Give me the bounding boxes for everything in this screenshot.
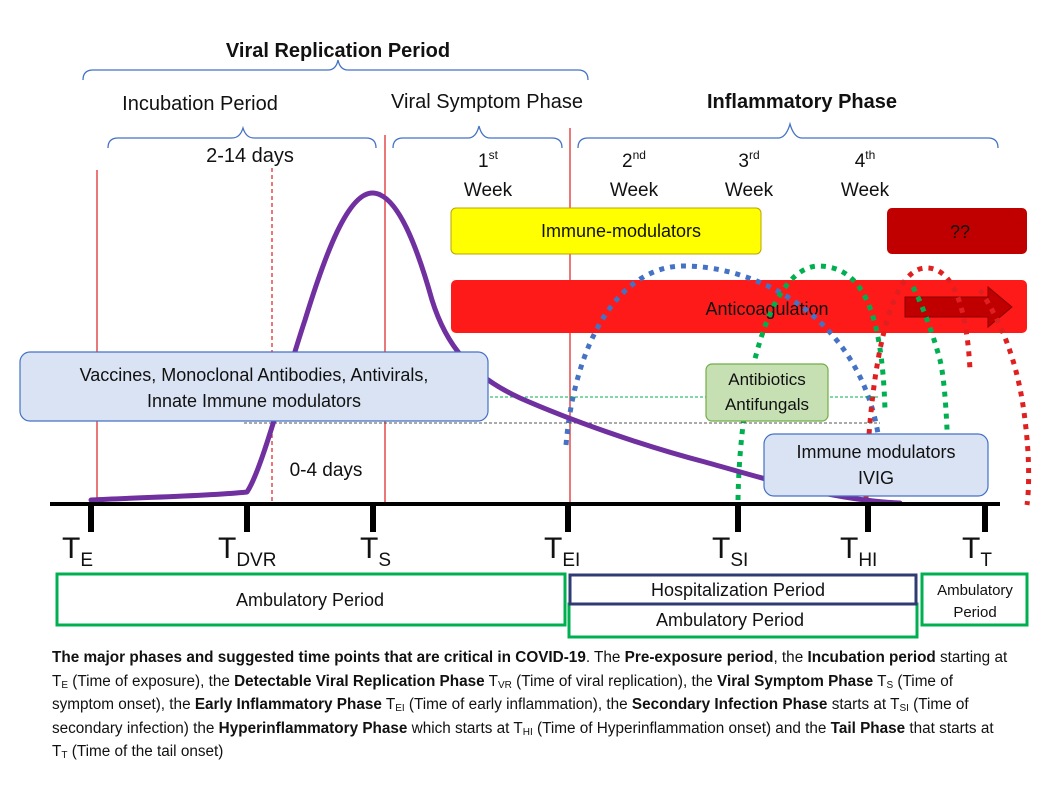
tp-tt-label: TT: [962, 532, 992, 571]
caption-s21-sub: HI: [522, 726, 533, 738]
caption-s17: Secondary Infection Phase: [631, 696, 828, 713]
caption-s20: Hyperinflammatory Phase: [218, 719, 408, 737]
caption-s14: Early Inflammatory Phase: [194, 696, 382, 713]
anticoagulation-bar: [451, 280, 1027, 333]
caption-s18: starts at T: [827, 696, 900, 713]
caption-s16: (Time of early inflammation), the: [404, 696, 632, 713]
caption-s9-sub: VR: [497, 679, 512, 691]
tp-tdvr-label: TDVR: [218, 532, 276, 571]
antifungals-label: Antifungals: [725, 395, 809, 414]
caption-s19: (Time of secondary infection) the: [52, 696, 969, 737]
vaccines-label-line1: Vaccines, Monoclonal Antibodies, Antivir…: [80, 365, 429, 385]
anticoagulation-label: Anticoagulation: [705, 299, 828, 319]
caption-s13: (Time of symptom onset), the: [52, 672, 953, 714]
caption-s24-sub: T: [61, 750, 68, 761]
caption-s11: Viral Symptom Phase: [717, 672, 874, 690]
immune-modulators-ivig-line2: IVIG: [858, 468, 894, 488]
tp-tsi-label: TSI: [712, 532, 748, 571]
week-3-number: 3rd: [738, 148, 759, 172]
vaccines-box: [19, 351, 489, 422]
immune-modulators-top-label: Immune-modulators: [541, 221, 701, 241]
caption-s15-sub: EI: [395, 703, 405, 714]
ambulatory-period-middle-label: Ambulatory Period: [656, 610, 804, 630]
ambulatory-period-left-label: Ambulatory Period: [236, 590, 384, 610]
unknown-treatment-label: ??: [950, 222, 970, 242]
tp-thi-label: THI: [840, 532, 877, 571]
red-dotted-arc: [863, 265, 973, 501]
tp-tei-label: TEI: [544, 532, 580, 571]
caption-s24: that starts at T: [52, 719, 994, 761]
week-4-label: Week: [841, 180, 890, 201]
immune-modulators-ivig-box: [763, 433, 989, 497]
vaccines-label-line2: Innate Immune modulators: [147, 391, 361, 411]
caption-s2: . The: [585, 649, 625, 666]
caption-s9: T: [484, 672, 498, 690]
ambulatory-period-right-label-1: Ambulatory: [937, 582, 1013, 599]
hospitalization-period-box: [568, 573, 918, 606]
week-4: 4th Week: [841, 148, 890, 201]
tp-te-label: TE: [62, 532, 93, 571]
zero-four-days-label: 0-4 days: [290, 460, 363, 481]
caption-s6: starting at T: [52, 649, 1008, 690]
caption-s25: (Time of the tail onset): [67, 743, 224, 760]
blue-dotted-arc: [563, 263, 882, 446]
viral-load-curve: [88, 190, 903, 506]
caption-s12: T: [873, 672, 887, 690]
immune-modulators-ivig-line1: Immune modulators: [796, 442, 955, 462]
inflammatory-phase-label: Inflammatory Phase: [707, 91, 897, 113]
green-dotted-arc-2: [910, 285, 952, 501]
immune-modulators-top-box: [450, 207, 762, 255]
week-4-number: 4th: [855, 148, 876, 172]
viral-symptom-phase-label: Viral Symptom Phase: [391, 91, 583, 113]
caption-s10: (Time of viral replication), the: [511, 672, 718, 690]
caption-s7: (Time of exposure), the: [68, 672, 235, 690]
figure-caption: The major phases and suggested time poin…: [52, 646, 1012, 764]
incubation-period-label: Incubation Period: [122, 93, 278, 115]
week-1-label: Week: [464, 180, 513, 201]
caption-s8: Detectable Viral Replication Phase: [234, 672, 485, 690]
ambulatory-period-left-box: [55, 572, 567, 627]
viral-symptom-brace: [392, 125, 563, 149]
hospitalization-period-label: Hospitalization Period: [651, 580, 825, 600]
viral-replication-brace: [82, 59, 589, 81]
caption-s15: T: [381, 696, 396, 713]
unknown-treatment-box: [887, 208, 1027, 254]
caption-s5: Incubation period: [807, 649, 936, 666]
caption-s4: , the: [773, 649, 808, 666]
week-1: 1st Week: [464, 148, 513, 201]
caption-s1: The major phases and suggested time poin…: [52, 649, 586, 666]
ambulatory-period-right-box: [920, 572, 1029, 627]
incubation-brace: [107, 125, 377, 149]
anticoagulation-arrow: [904, 285, 1013, 329]
week-3-label: Week: [725, 180, 774, 201]
week-2-number: 2nd: [622, 148, 646, 172]
ambulatory-period-right-label-2: Period: [953, 604, 996, 621]
viral-replication-title: Viral Replication Period: [226, 40, 450, 62]
timeline-ticks: [88, 504, 988, 532]
caption-s23: Tail Phase: [830, 719, 906, 737]
antibiotics-box: [705, 363, 829, 422]
caption-s21: which starts at T: [407, 719, 523, 737]
week-1-number: 1st: [478, 148, 499, 172]
antibiotics-label: Antibiotics: [728, 370, 805, 389]
inflammatory-brace: [577, 121, 999, 149]
caption-s18-sub: SI: [899, 703, 909, 714]
caption-s12-sub: S: [886, 679, 894, 691]
caption-s3: Pre-exposure period: [624, 649, 774, 666]
covid-phases-diagram: Viral Replication Period Incubation Peri…: [19, 40, 1032, 639]
caption-s6-sub: E: [61, 679, 69, 691]
week-3: 3rd Week: [725, 148, 774, 201]
week-2-label: Week: [610, 180, 659, 201]
green-dotted-arc: [735, 263, 888, 501]
week-2: 2nd Week: [610, 148, 659, 201]
incubation-days-label: 2-14 days: [206, 145, 294, 167]
caption-s22: (Time of Hyperinflammation onset) and th…: [532, 719, 831, 737]
tp-ts-label: TS: [360, 532, 391, 571]
